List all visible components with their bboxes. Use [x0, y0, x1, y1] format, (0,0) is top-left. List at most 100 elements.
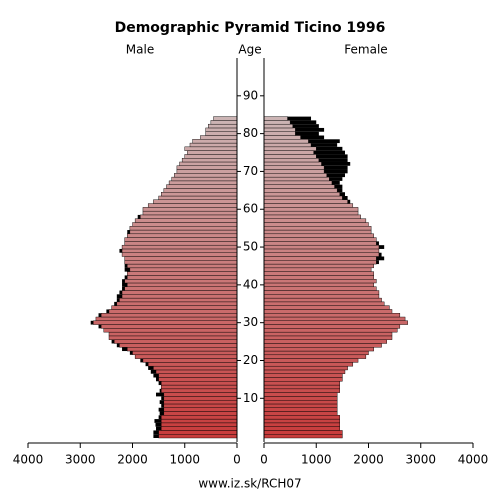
male-bar-common	[108, 309, 238, 314]
female-bar-common	[263, 403, 338, 408]
male-bar-common	[116, 301, 238, 306]
female-bar-common	[263, 388, 340, 393]
female-bar-common	[263, 135, 301, 140]
female-bar-common	[263, 290, 380, 295]
male-bar-common	[153, 199, 238, 204]
female-bar-common	[263, 411, 338, 416]
male-bar-common	[124, 286, 238, 291]
female-bar-common	[263, 392, 338, 397]
female-bar-common	[263, 229, 372, 235]
male-bar-common	[208, 123, 238, 129]
y-tick-label: 10	[243, 391, 258, 405]
y-tick-label: 70	[243, 164, 258, 178]
female-bar-common	[263, 422, 340, 427]
female-bar-common	[263, 169, 325, 174]
x-tick-label: 4000	[13, 453, 44, 467]
female-bar-common	[263, 165, 325, 170]
female-bar-common	[263, 373, 343, 378]
male-bar-common	[127, 233, 238, 238]
male-bar-common	[129, 267, 238, 272]
male-bar-common	[158, 195, 238, 200]
male-bar-common	[121, 290, 238, 295]
y-tick-label: 60	[243, 202, 258, 216]
female-bar-common	[263, 222, 369, 227]
x-tick-label: 3000	[65, 453, 96, 467]
y-tick-label: 50	[243, 240, 258, 254]
male-bar-common	[127, 271, 238, 276]
female-bar-common	[263, 248, 380, 253]
male-bar-common	[129, 229, 238, 235]
male-bar-common	[179, 161, 238, 166]
female-bar-common	[263, 278, 377, 284]
female-bar-common	[263, 320, 408, 325]
female-bar-common	[263, 263, 374, 269]
male-bar-common	[124, 237, 238, 242]
male-bar-common	[155, 369, 238, 374]
female-bar-common	[263, 358, 359, 363]
male-bar-common	[200, 135, 238, 140]
female-bar-common	[263, 123, 293, 129]
male-bar-common	[163, 392, 238, 397]
female-bar-common	[263, 210, 359, 216]
female-bar-common	[263, 173, 327, 178]
male-bar-common	[161, 384, 238, 390]
female-bar-common	[263, 131, 296, 136]
female-bar-common	[263, 199, 348, 204]
y-axis-label: Age	[238, 43, 261, 57]
male-bar-common	[213, 116, 238, 121]
female-bar-common	[263, 324, 401, 329]
male-bar-common	[93, 320, 238, 325]
legend-male: Male	[126, 43, 154, 57]
female-bar-common	[263, 260, 377, 265]
male-bar-common	[142, 358, 238, 363]
female-bar-common	[263, 252, 380, 257]
female-bar-common	[263, 271, 374, 276]
male-bar-common	[140, 214, 238, 219]
male-bar-common	[127, 263, 238, 269]
male-bar-common	[161, 418, 238, 424]
male-bar-common	[124, 256, 238, 261]
female-bar-common	[263, 335, 393, 340]
female-bar-common	[263, 218, 367, 223]
x-tick-label: 1000	[169, 453, 200, 467]
male-bar-common	[142, 207, 238, 212]
female-bar-common	[263, 347, 374, 352]
male-bar-common	[134, 218, 238, 223]
male-bar-common	[127, 347, 238, 352]
female-bar-common	[263, 275, 374, 280]
female-bar-common	[263, 127, 296, 132]
male-bar-common	[142, 210, 238, 216]
female-bar-common	[263, 313, 401, 318]
male-bar-common	[103, 328, 238, 333]
male-bar-common	[121, 244, 238, 250]
male-bar-common	[108, 331, 238, 337]
male-bar-common	[153, 365, 238, 371]
male-bar-common	[161, 422, 238, 427]
female-bar-common	[263, 226, 372, 231]
male-bar-common	[158, 377, 238, 382]
female-bar-common	[263, 282, 374, 287]
male-bar-common	[163, 399, 238, 405]
male-bar-common	[171, 176, 238, 182]
female-bar-common	[263, 396, 338, 401]
male-bar-common	[176, 165, 238, 170]
female-bar-common	[263, 384, 340, 390]
female-bar-common	[263, 157, 320, 163]
female-bar-common	[263, 195, 343, 200]
female-bar-common	[263, 233, 374, 238]
female-bar-common	[263, 362, 354, 367]
female-bar-common	[263, 146, 317, 151]
male-bar-common	[158, 434, 238, 439]
female-bar-common	[263, 369, 346, 374]
legend-female: Female	[344, 43, 387, 57]
male-bar-common	[100, 324, 238, 329]
male-bar-common	[114, 339, 238, 344]
male-bar-common	[192, 139, 238, 144]
chart-title: Demographic Pyramid Ticino 1996	[115, 20, 386, 36]
male-bar-common	[189, 142, 238, 148]
male-bar-common	[210, 120, 238, 125]
male-bar-common	[163, 411, 238, 416]
male-bar-common	[132, 222, 238, 227]
male-bar-common	[134, 354, 238, 359]
female-bar-common	[263, 237, 377, 242]
